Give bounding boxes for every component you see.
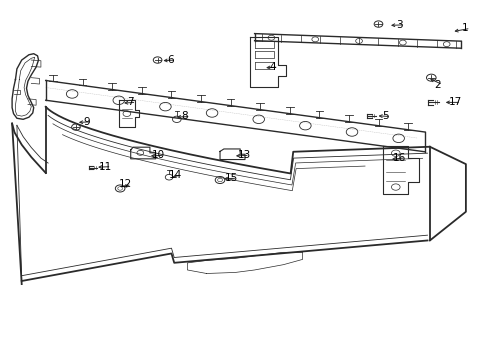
Text: 11: 11	[99, 162, 112, 172]
Text: 10: 10	[152, 150, 165, 160]
Text: 12: 12	[119, 179, 132, 189]
Text: 15: 15	[225, 173, 238, 183]
Text: 7: 7	[127, 98, 134, 107]
Text: 2: 2	[434, 80, 441, 90]
Text: 16: 16	[393, 153, 406, 163]
Text: 4: 4	[270, 62, 276, 72]
Text: 13: 13	[238, 150, 251, 160]
Text: 17: 17	[449, 98, 462, 107]
Text: 5: 5	[382, 112, 389, 121]
Text: 3: 3	[396, 20, 403, 30]
Text: 1: 1	[462, 23, 468, 33]
Text: 6: 6	[167, 55, 174, 65]
Text: 14: 14	[169, 170, 182, 180]
Text: 9: 9	[83, 117, 90, 127]
Text: 8: 8	[182, 112, 188, 121]
